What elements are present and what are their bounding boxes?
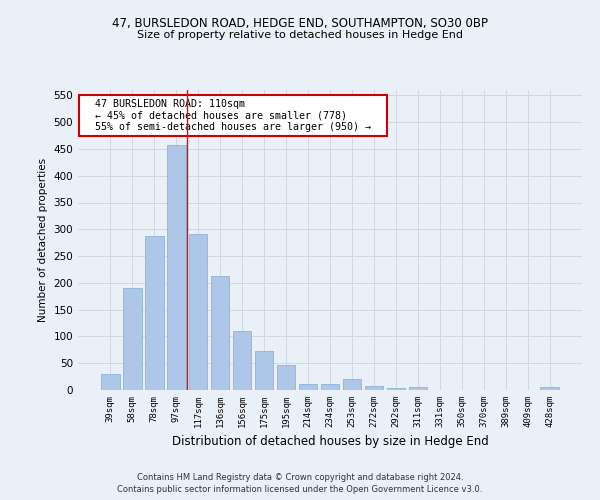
Text: 47 BURSLEDON ROAD: 110sqm  
  ← 45% of detached houses are smaller (778)  
  55%: 47 BURSLEDON ROAD: 110sqm ← 45% of detac… <box>83 99 383 132</box>
Y-axis label: Number of detached properties: Number of detached properties <box>38 158 48 322</box>
Bar <box>299 384 317 390</box>
Text: 47, BURSLEDON ROAD, HEDGE END, SOUTHAMPTON, SO30 0BP: 47, BURSLEDON ROAD, HEDGE END, SOUTHAMPT… <box>112 18 488 30</box>
Bar <box>365 386 383 390</box>
Bar <box>211 276 229 390</box>
Bar <box>541 388 559 390</box>
Bar <box>145 236 164 390</box>
Bar <box>189 234 208 390</box>
Bar <box>277 366 295 390</box>
Bar <box>409 387 427 390</box>
Text: Contains HM Land Registry data © Crown copyright and database right 2024.: Contains HM Land Registry data © Crown c… <box>137 472 463 482</box>
Bar <box>386 388 405 390</box>
Bar <box>101 374 119 390</box>
Text: Size of property relative to detached houses in Hedge End: Size of property relative to detached ho… <box>137 30 463 40</box>
Bar <box>167 145 185 390</box>
Bar <box>255 351 274 390</box>
Bar <box>320 384 340 390</box>
Text: Contains public sector information licensed under the Open Government Licence v3: Contains public sector information licen… <box>118 485 482 494</box>
X-axis label: Distribution of detached houses by size in Hedge End: Distribution of detached houses by size … <box>172 436 488 448</box>
Bar <box>343 379 361 390</box>
Bar <box>233 331 251 390</box>
Bar <box>123 288 142 390</box>
